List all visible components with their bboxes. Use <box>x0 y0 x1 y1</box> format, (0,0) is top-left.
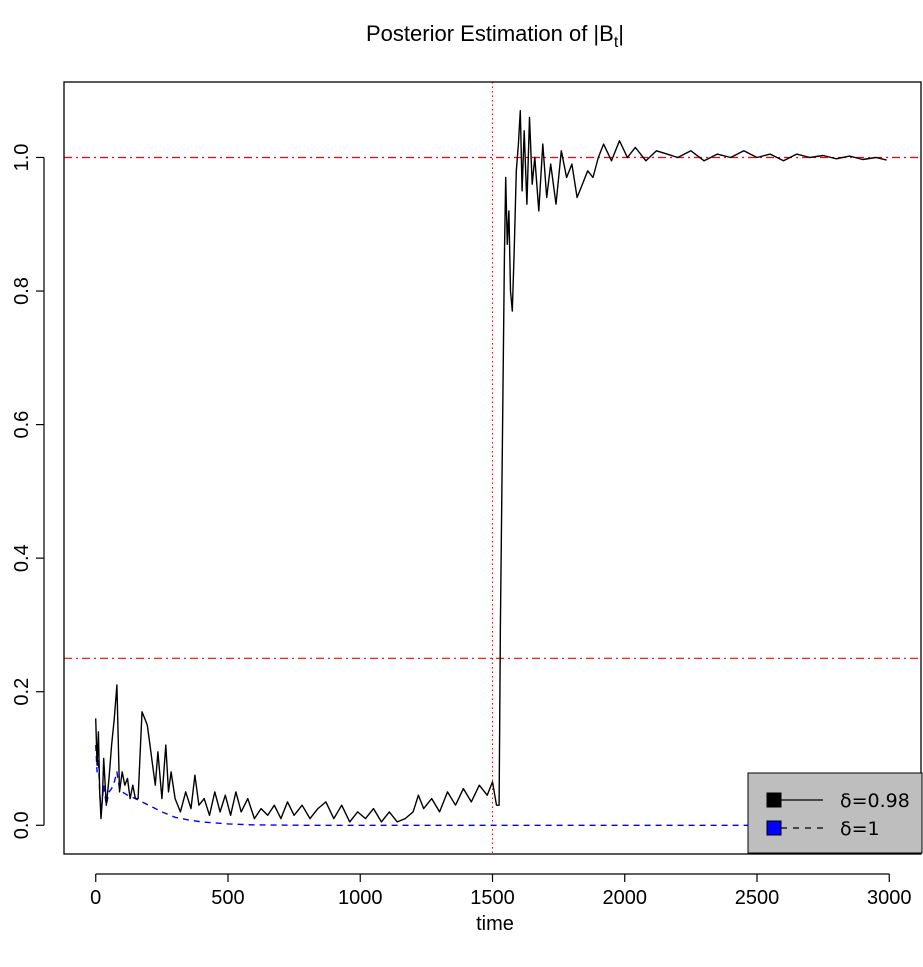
y-tick-label: 0.0 <box>11 811 33 839</box>
x-axis-label: time <box>476 913 514 935</box>
x-tick-label: 500 <box>211 887 244 909</box>
legend-label-1: δ=0.98 <box>840 790 910 812</box>
legend-label-2: δ=1 <box>840 818 880 840</box>
y-tick-label: 1.0 <box>11 144 33 172</box>
y-tick-label: 0.2 <box>11 678 33 706</box>
legend: δ=0.98 δ=1 <box>747 772 923 854</box>
legend-key-2 <box>766 820 782 836</box>
y-tick-label: 0.8 <box>11 277 33 305</box>
x-tick-label: 0 <box>90 887 101 909</box>
x-tick-label: 1000 <box>338 887 383 909</box>
x-tick-label: 2000 <box>603 887 648 909</box>
y-tick-label: 0.6 <box>11 411 33 439</box>
chart-title-subscript: t <box>614 34 619 51</box>
y-axis: 0.0 0.2 0.4 0.6 0.8 1.0 <box>11 144 45 839</box>
legend-key-1 <box>766 792 782 808</box>
chart-title: Posterior Estimation of |Bt| <box>366 21 624 51</box>
chart-title-end: | <box>618 21 624 46</box>
x-tick-label: 2500 <box>735 887 780 909</box>
plot-frame <box>63 81 922 855</box>
chart-title-main: Posterior Estimation of |B <box>366 21 614 46</box>
series-layer <box>95 109 890 826</box>
reference-lines <box>64 82 921 854</box>
x-tick-label: 3000 <box>867 887 912 909</box>
legend-box <box>747 772 923 854</box>
series-line-1 <box>95 109 887 823</box>
y-tick-label: 0.4 <box>11 544 33 572</box>
x-axis: 0 500 1000 1500 2000 2500 3000 <box>90 873 912 909</box>
x-tick-label: 1500 <box>470 887 515 909</box>
